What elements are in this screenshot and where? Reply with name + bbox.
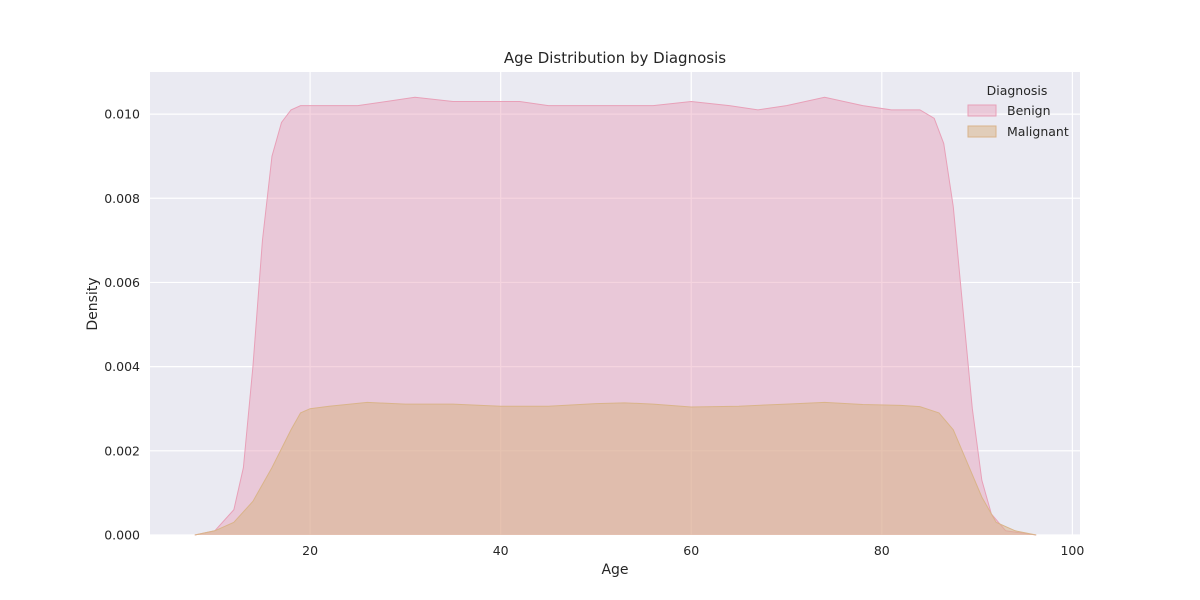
y-tick-label: 0.006: [104, 275, 140, 290]
series-layer: [194, 96, 1037, 536]
y-axis-ticks: 0.000 0.002 0.004 0.006 0.008 0.010: [104, 107, 140, 543]
series-area-malignant: [194, 402, 1037, 535]
y-tick-label: 0.010: [104, 107, 140, 122]
series-line-malignant: [194, 401, 1037, 536]
x-tick-label: 20: [302, 543, 318, 558]
x-axis-ticks: 20 40 60 80 100: [302, 543, 1084, 558]
x-axis-label: Age: [601, 562, 628, 578]
x-tick-label: 80: [874, 543, 890, 558]
legend-title: Diagnosis: [987, 83, 1048, 98]
chart-title: Age Distribution by Diagnosis: [504, 49, 726, 67]
legend: Diagnosis Benign Malignant: [967, 83, 1069, 139]
y-tick-label: 0.004: [104, 359, 140, 374]
x-tick-label: 40: [493, 543, 509, 558]
legend-label-malignant: Malignant: [1007, 124, 1069, 139]
x-tick-label: 60: [683, 543, 699, 558]
legend-label-benign: Benign: [1007, 103, 1051, 118]
y-tick-label: 0.008: [104, 191, 140, 206]
series-line-benign: [194, 96, 1037, 536]
y-tick-label: 0.000: [104, 528, 140, 543]
legend-swatch-benign: [967, 104, 997, 117]
legend-swatch-malignant: [967, 125, 997, 138]
y-axis-label: Density: [85, 277, 101, 330]
y-tick-label: 0.002: [104, 443, 140, 458]
x-tick-label: 100: [1060, 543, 1084, 558]
